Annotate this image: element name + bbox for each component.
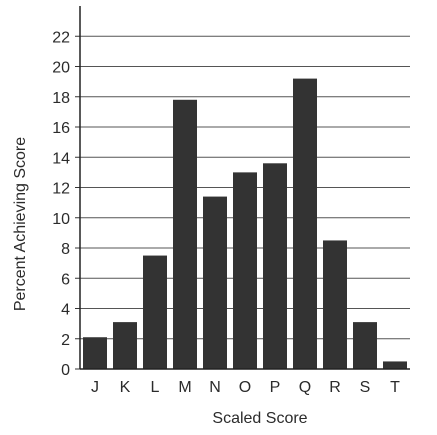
y-tick-label: 4 [61, 302, 70, 319]
x-tick-label-s: S [360, 379, 371, 396]
bar-n [203, 196, 227, 369]
bar-s [353, 322, 377, 369]
x-tick-label-j: J [91, 379, 99, 396]
x-tick-label-n: N [209, 379, 221, 396]
x-tick-labels: J K L M N O P Q R S T [91, 379, 400, 396]
axes [79, 6, 410, 370]
y-tick-label: 0 [61, 362, 70, 379]
x-axis-title: Scaled Score [212, 410, 307, 427]
x-tick-label-m: M [178, 379, 191, 396]
y-tick-labels: 0 2 4 6 8 10 12 14 16 18 20 22 [52, 29, 70, 379]
bar-p [263, 163, 287, 369]
bars [83, 78, 407, 370]
bar-j [83, 337, 107, 369]
bar-q [293, 78, 317, 369]
bar-o [233, 172, 257, 369]
bar-m [173, 99, 197, 370]
y-tick-label: 20 [52, 60, 70, 77]
y-tick-label: 14 [52, 150, 70, 167]
y-tick-label: 22 [52, 29, 70, 46]
bar-t [383, 361, 407, 369]
bar-k [113, 322, 137, 369]
y-tick-label: 12 [52, 181, 70, 198]
x-tick-label-p: P [270, 379, 281, 396]
y-tick-label: 16 [52, 120, 70, 137]
x-tick-label-t: T [390, 379, 400, 396]
y-tick-label: 18 [52, 90, 70, 107]
x-tick-label-q: Q [299, 379, 311, 396]
y-tick-label: 10 [52, 211, 70, 228]
x-tick-label-k: K [120, 379, 131, 396]
x-tick-label-l: L [151, 379, 160, 396]
y-tick-label: 6 [61, 271, 70, 288]
y-tick-label: 8 [61, 241, 70, 258]
y-axis-title: Percent Achieving Score [12, 137, 29, 311]
x-tick-label-o: O [239, 379, 251, 396]
y-tick-label: 2 [61, 332, 70, 349]
bar-r [323, 240, 347, 369]
x-tick-label-r: R [329, 379, 341, 396]
bar-l [143, 255, 167, 369]
